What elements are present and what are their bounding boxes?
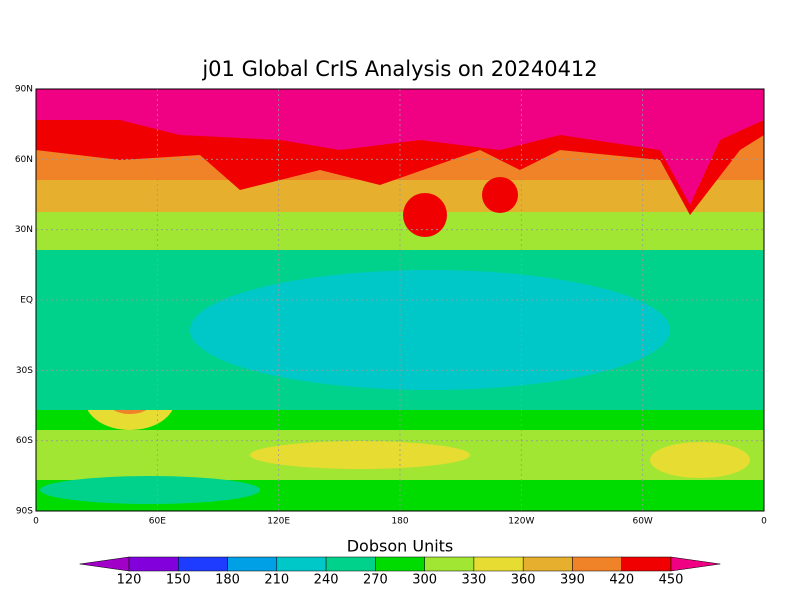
colorbar-tick-label: 210 — [264, 573, 289, 588]
colorbar-tick-label: 120 — [117, 573, 142, 588]
y-tick-label: EQ — [20, 296, 33, 306]
colorbar-tick-label: 180 — [215, 573, 240, 588]
x-tick-label: 60E — [149, 517, 166, 527]
colorbar-tick-label: 330 — [461, 573, 486, 588]
colorbar-bin — [227, 556, 278, 572]
x-tick-label: 120W — [508, 517, 534, 527]
field-south-low — [40, 476, 260, 504]
colorbar-bin — [325, 556, 376, 572]
field-north-high — [482, 177, 518, 213]
x-tick-label: 60W — [632, 517, 652, 527]
field-south-high — [250, 441, 470, 469]
colorbar-bin — [522, 556, 573, 572]
map-title: j01 Global CrIS Analysis on 20240412 — [201, 57, 597, 81]
colorbar-label: Dobson Units — [347, 537, 454, 556]
y-tick-label: 60S — [16, 436, 33, 446]
colorbar-tick-label: 450 — [659, 573, 684, 588]
y-tick-label: 90S — [16, 507, 33, 517]
x-tick-label: 120E — [267, 517, 290, 527]
colorbar-bin — [621, 556, 672, 572]
field-north-high — [403, 193, 447, 237]
y-tick-label: 90N — [15, 85, 33, 95]
x-tick-label: 0 — [33, 517, 39, 527]
colorbar-tick-label: 150 — [166, 573, 191, 588]
x-tick-label: 0 — [761, 517, 767, 527]
colorbar-bin — [276, 556, 327, 572]
colorbar-tick-label: 240 — [314, 573, 339, 588]
colorbar-tick-label: 270 — [363, 573, 388, 588]
y-tick-label: 30S — [16, 366, 33, 376]
colorbar-tick-label: 300 — [412, 573, 437, 588]
colorbar-bin — [128, 556, 179, 572]
y-tick-label: 60N — [15, 155, 33, 165]
colorbar-tick-label: 390 — [560, 573, 585, 588]
field-tropics-low — [190, 270, 670, 390]
colorbar-tick-label: 360 — [511, 573, 536, 588]
colorbar-bin — [424, 556, 475, 572]
colorbar-bin — [375, 556, 425, 572]
colorbar-bin — [178, 556, 228, 572]
field-polar-max — [36, 89, 764, 205]
colorbar-end — [79, 556, 130, 572]
x-tick-label: 180 — [391, 517, 408, 527]
colorbar-bin — [473, 556, 524, 572]
colorbar-tick-label: 420 — [609, 573, 634, 588]
field-south-high — [650, 442, 750, 478]
plot-frame — [35, 88, 765, 512]
colorbar-bin — [572, 556, 622, 572]
colorbar-end — [670, 556, 721, 572]
y-tick-label: 30N — [15, 225, 33, 235]
